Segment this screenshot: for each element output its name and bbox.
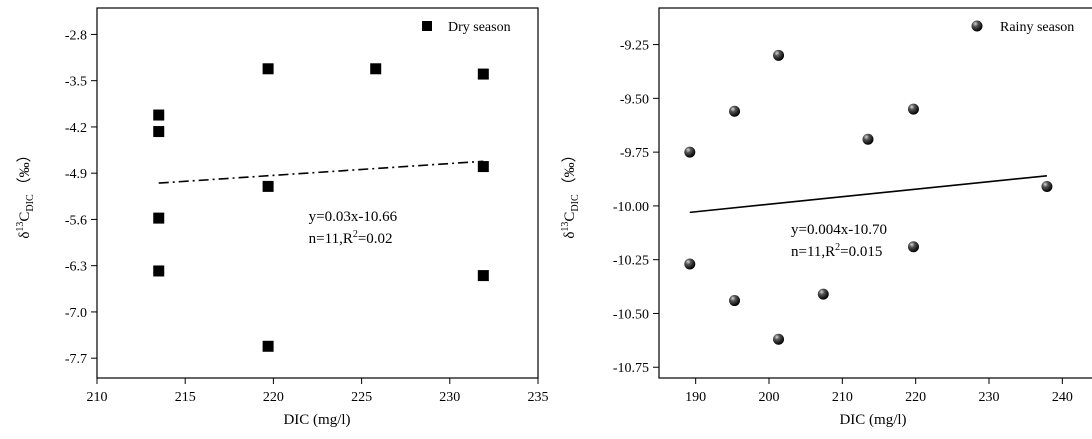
right-legend: Rainy season — [971, 20, 1074, 35]
data-point — [1041, 181, 1053, 193]
y-tick-label: -9.25 — [620, 39, 649, 54]
x-tick-label: 200 — [759, 390, 780, 405]
right-x-axis-title: DIC (mg/l) — [839, 412, 906, 428]
right-legend-label: Rainy season — [1000, 20, 1074, 35]
x-tick-label: 210 — [832, 390, 853, 405]
left-legend: Dry season — [422, 20, 511, 35]
left-fit-line-layer — [158, 160, 484, 184]
right-x-ticks: 190 200 210 220 230 240 — [685, 378, 1073, 405]
right-ylabel-unit: （‰） — [561, 147, 578, 192]
data-point — [153, 265, 165, 277]
legend-square-marker — [422, 21, 432, 31]
data-point — [477, 68, 489, 80]
data-point — [907, 103, 919, 115]
right-y-ticks: -9.25 -9.50 -9.75 -10.00 -10.25 -10.50 -10.75 — [613, 39, 659, 376]
left-y-ticks: -2.8 -3.5 -4.2 -4.9 -5.6 -6.3 -7.0 -7.7 — [65, 28, 97, 367]
y-tick-label: -10.50 — [613, 307, 649, 322]
y-tick-label: -9.50 — [620, 92, 649, 107]
x-tick-label: 210 — [87, 390, 108, 405]
left-ylabel-sub: DIC — [25, 194, 36, 212]
y-tick-label: -10.75 — [613, 361, 649, 376]
x-tick-label: 225 — [351, 390, 372, 405]
left-x-axis-title: DIC (mg/l) — [283, 412, 350, 428]
right-points-layer — [684, 49, 1053, 345]
data-point — [153, 126, 165, 138]
data-point — [153, 109, 165, 121]
x-tick-label: 220 — [905, 390, 926, 405]
regression-line — [689, 174, 1048, 214]
x-tick-label: 190 — [685, 390, 706, 405]
left-ylabel-unit: （‰） — [16, 147, 33, 192]
left-points-layer — [153, 63, 489, 352]
left-ylabel-prefix: δ — [17, 232, 33, 239]
right-ylabel-sup: 13 — [560, 222, 571, 232]
left-regression-stats: n=11,R2=0.02 — [309, 229, 393, 247]
data-point — [684, 258, 696, 270]
data-point — [477, 270, 489, 282]
y-tick-label: -4.9 — [65, 167, 87, 182]
data-point — [262, 63, 274, 75]
y-tick-label: -7.7 — [65, 352, 87, 367]
right-ylabel-prefix: δ — [562, 232, 578, 239]
rainy-season-chart: -9.25-9.50-9.75-10.00-10.25-10.50-10.75 … — [560, 7, 1092, 428]
regression-line — [158, 160, 484, 184]
dry-season-chart: -2.8-3.5-4.2-4.9-5.6-6.3-7.0-7.7 210 215 2… — [15, 7, 549, 428]
left-legend-label: Dry season — [448, 20, 511, 35]
data-point — [817, 288, 829, 300]
y-tick-label: -10.00 — [613, 200, 649, 215]
x-tick-label: 230 — [979, 390, 1000, 405]
data-point — [262, 180, 274, 192]
y-tick-label: -3.5 — [65, 75, 87, 90]
left-y-axis-title: δ13CDIC （‰） — [15, 147, 36, 238]
y-tick-label: -5.6 — [65, 213, 87, 228]
right-plot-frame — [658, 7, 1092, 379]
data-point — [729, 105, 741, 117]
data-point — [153, 212, 165, 224]
data-point — [907, 241, 919, 253]
y-tick-label: -4.2 — [65, 121, 87, 136]
data-point — [773, 49, 785, 61]
left-ylabel-main: C — [17, 212, 33, 222]
x-tick-label: 215 — [175, 390, 196, 405]
right-fit-line-layer — [689, 174, 1048, 214]
right-regression-equation: y=0.004x-10.70 — [791, 222, 887, 238]
data-point — [729, 295, 741, 307]
left-ylabel-sup: 13 — [15, 222, 26, 232]
right-ylabel-sub: DIC — [570, 194, 581, 212]
x-tick-label: 235 — [528, 390, 549, 405]
left-regression-equation: y=0.03x-10.66 — [309, 209, 398, 225]
data-point — [684, 146, 696, 158]
y-tick-label: -9.75 — [620, 146, 649, 161]
x-tick-label: 220 — [263, 390, 284, 405]
y-tick-label: -6.3 — [65, 260, 87, 275]
y-tick-label: -2.8 — [65, 28, 87, 43]
y-tick-label: -10.25 — [613, 254, 649, 269]
data-point — [862, 133, 874, 145]
right-regression-stats: n=11,R2=0.015 — [791, 242, 882, 260]
right-ylabel-main: C — [562, 212, 578, 222]
x-tick-label: 230 — [439, 390, 460, 405]
legend-sphere-marker — [971, 20, 983, 32]
x-tick-label: 240 — [1052, 390, 1073, 405]
data-point — [773, 333, 785, 345]
right-y-axis-title: δ13CDIC （‰） — [560, 147, 581, 238]
y-tick-label: -7.0 — [65, 306, 87, 321]
data-point — [370, 63, 382, 75]
data-point — [262, 340, 274, 352]
data-point — [477, 161, 489, 173]
left-x-ticks: 210 215 220 225 230 235 — [87, 378, 549, 405]
left-plot-frame — [96, 7, 539, 379]
